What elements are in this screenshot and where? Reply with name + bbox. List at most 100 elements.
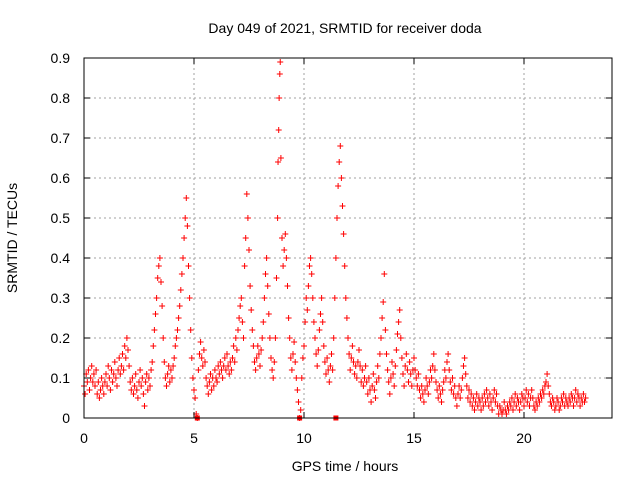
data-point-marker <box>480 403 487 409</box>
data-point-marker <box>529 395 536 401</box>
data-point-marker <box>418 383 425 389</box>
data-point-marker <box>142 379 149 385</box>
data-point-marker <box>396 307 403 313</box>
data-point-marker <box>235 327 241 333</box>
data-point-marker <box>508 395 515 401</box>
data-point-marker <box>266 335 273 341</box>
x-tick-label: 5 <box>190 430 198 446</box>
data-point-marker <box>376 351 383 357</box>
data-point-marker <box>363 379 370 385</box>
data-point-marker <box>356 347 362 353</box>
data-point-marker <box>92 383 98 389</box>
data-point-marker <box>154 275 161 281</box>
data-point-marker <box>457 395 464 401</box>
data-point-marker <box>546 391 553 397</box>
data-point-marker <box>484 395 491 401</box>
data-point-marker <box>337 143 344 149</box>
data-point-marker <box>332 255 339 261</box>
data-point-marker <box>481 391 488 397</box>
data-point-marker <box>428 375 435 381</box>
data-point-marker <box>180 255 186 261</box>
data-point-marker <box>386 391 393 397</box>
data-point-marker <box>436 383 443 389</box>
data-point-marker <box>463 383 470 389</box>
data-point-marker <box>244 215 251 221</box>
data-point-marker <box>512 391 519 397</box>
data-point-marker <box>277 155 284 161</box>
data-point-marker <box>95 379 102 385</box>
data-point-marker <box>382 327 389 333</box>
data-point-marker <box>140 391 147 397</box>
data-point-marker <box>257 363 263 369</box>
data-point-marker <box>232 335 239 341</box>
data-point-marker <box>161 359 168 365</box>
data-point-marker <box>482 399 489 405</box>
data-point-marker <box>101 379 108 385</box>
data-point-marker <box>177 287 184 293</box>
data-point-marker <box>372 395 379 401</box>
data-point-marker <box>286 335 293 341</box>
data-point-marker <box>397 335 404 341</box>
data-point-marker <box>422 387 428 393</box>
data-point-marker <box>395 319 402 325</box>
data-point-marker <box>263 255 270 261</box>
data-point-marker <box>314 363 321 369</box>
data-point-marker <box>125 347 131 353</box>
data-point-marker <box>112 375 119 381</box>
data-point-marker <box>241 263 248 269</box>
data-point-marker <box>276 71 283 77</box>
data-point-marker <box>523 387 530 393</box>
data-point-marker <box>155 263 162 269</box>
data-point-marker <box>176 303 183 309</box>
data-point-marker <box>312 335 318 341</box>
data-point-marker <box>166 379 173 385</box>
data-point-marker <box>163 383 170 389</box>
data-point-marker <box>517 399 524 405</box>
data-point-marker <box>408 383 415 389</box>
data-point-marker <box>416 387 423 393</box>
data-point-marker <box>360 383 367 389</box>
data-point-marker <box>156 255 163 261</box>
data-point-marker <box>139 375 146 381</box>
data-point-marker <box>167 367 174 373</box>
data-point-marker <box>225 363 232 369</box>
data-point-marker <box>216 371 223 377</box>
data-point-marker <box>565 403 571 409</box>
data-point-marker <box>323 371 329 377</box>
data-point-marker <box>85 367 92 373</box>
data-point-marker <box>370 371 377 377</box>
data-point-marker <box>471 407 478 413</box>
data-point-marker <box>536 399 543 405</box>
plot-area-border <box>83 57 613 419</box>
data-point-marker <box>379 315 386 321</box>
data-point-marker <box>148 367 155 373</box>
data-point-marker <box>171 355 178 361</box>
data-point-marker <box>301 343 307 349</box>
data-point-marker <box>90 371 97 377</box>
data-point-marker <box>320 343 327 349</box>
data-point-marker <box>327 363 334 369</box>
data-point-marker <box>573 399 580 405</box>
axis-ticks <box>83 57 612 419</box>
data-point-marker <box>293 375 300 381</box>
data-point-marker <box>265 311 272 317</box>
data-point-marker <box>188 355 195 361</box>
data-point-marker <box>226 371 233 377</box>
data-point-marker <box>364 391 371 397</box>
data-point-marker <box>217 359 224 365</box>
data-point-marker <box>249 327 256 333</box>
data-point-marker <box>96 395 103 401</box>
data-point-marker <box>147 383 153 389</box>
data-point-marker <box>206 379 213 385</box>
data-point-marker <box>302 319 309 325</box>
data-point-marker <box>496 403 503 409</box>
data-point-marker <box>291 339 298 345</box>
data-point-marker <box>468 391 475 397</box>
data-point-marker <box>277 59 284 65</box>
data-point-marker <box>111 359 118 365</box>
data-point-marker <box>259 335 266 341</box>
data-point-marker <box>214 379 221 385</box>
data-point-marker <box>493 391 500 397</box>
data-point-marker <box>94 391 101 397</box>
data-point-marker <box>336 159 343 165</box>
